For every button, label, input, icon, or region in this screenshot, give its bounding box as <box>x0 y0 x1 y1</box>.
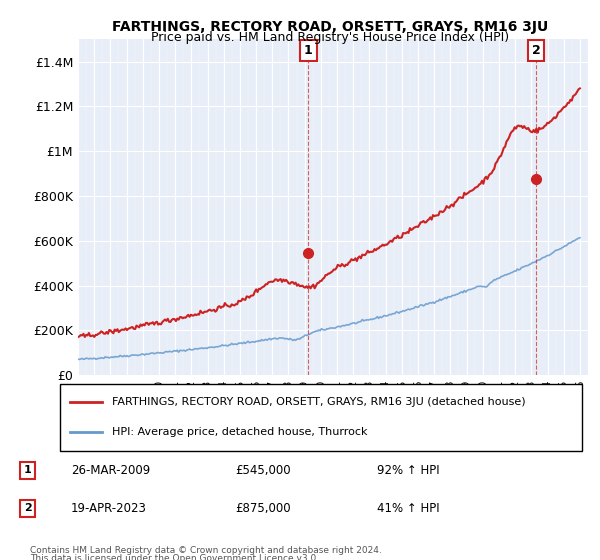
Text: 19-APR-2023: 19-APR-2023 <box>71 502 146 515</box>
Text: Contains HM Land Registry data © Crown copyright and database right 2024.: Contains HM Land Registry data © Crown c… <box>30 546 382 555</box>
Text: 2: 2 <box>24 503 32 513</box>
Text: 26-MAR-2009: 26-MAR-2009 <box>71 464 150 477</box>
Text: 92% ↑ HPI: 92% ↑ HPI <box>377 464 439 477</box>
Text: This data is licensed under the Open Government Licence v3.0.: This data is licensed under the Open Gov… <box>30 554 319 560</box>
Text: HPI: Average price, detached house, Thurrock: HPI: Average price, detached house, Thur… <box>112 427 368 437</box>
Text: 1: 1 <box>304 44 313 57</box>
Text: 1: 1 <box>24 465 32 475</box>
Text: 2: 2 <box>532 44 541 57</box>
Text: 41% ↑ HPI: 41% ↑ HPI <box>377 502 439 515</box>
Text: FARTHINGS, RECTORY ROAD, ORSETT, GRAYS, RM16 3JU: FARTHINGS, RECTORY ROAD, ORSETT, GRAYS, … <box>112 20 548 34</box>
Text: Price paid vs. HM Land Registry's House Price Index (HPI): Price paid vs. HM Land Registry's House … <box>151 31 509 44</box>
Text: £875,000: £875,000 <box>235 502 291 515</box>
Text: £545,000: £545,000 <box>235 464 291 477</box>
Text: FARTHINGS, RECTORY ROAD, ORSETT, GRAYS, RM16 3JU (detached house): FARTHINGS, RECTORY ROAD, ORSETT, GRAYS, … <box>112 398 526 408</box>
FancyBboxPatch shape <box>60 384 582 451</box>
